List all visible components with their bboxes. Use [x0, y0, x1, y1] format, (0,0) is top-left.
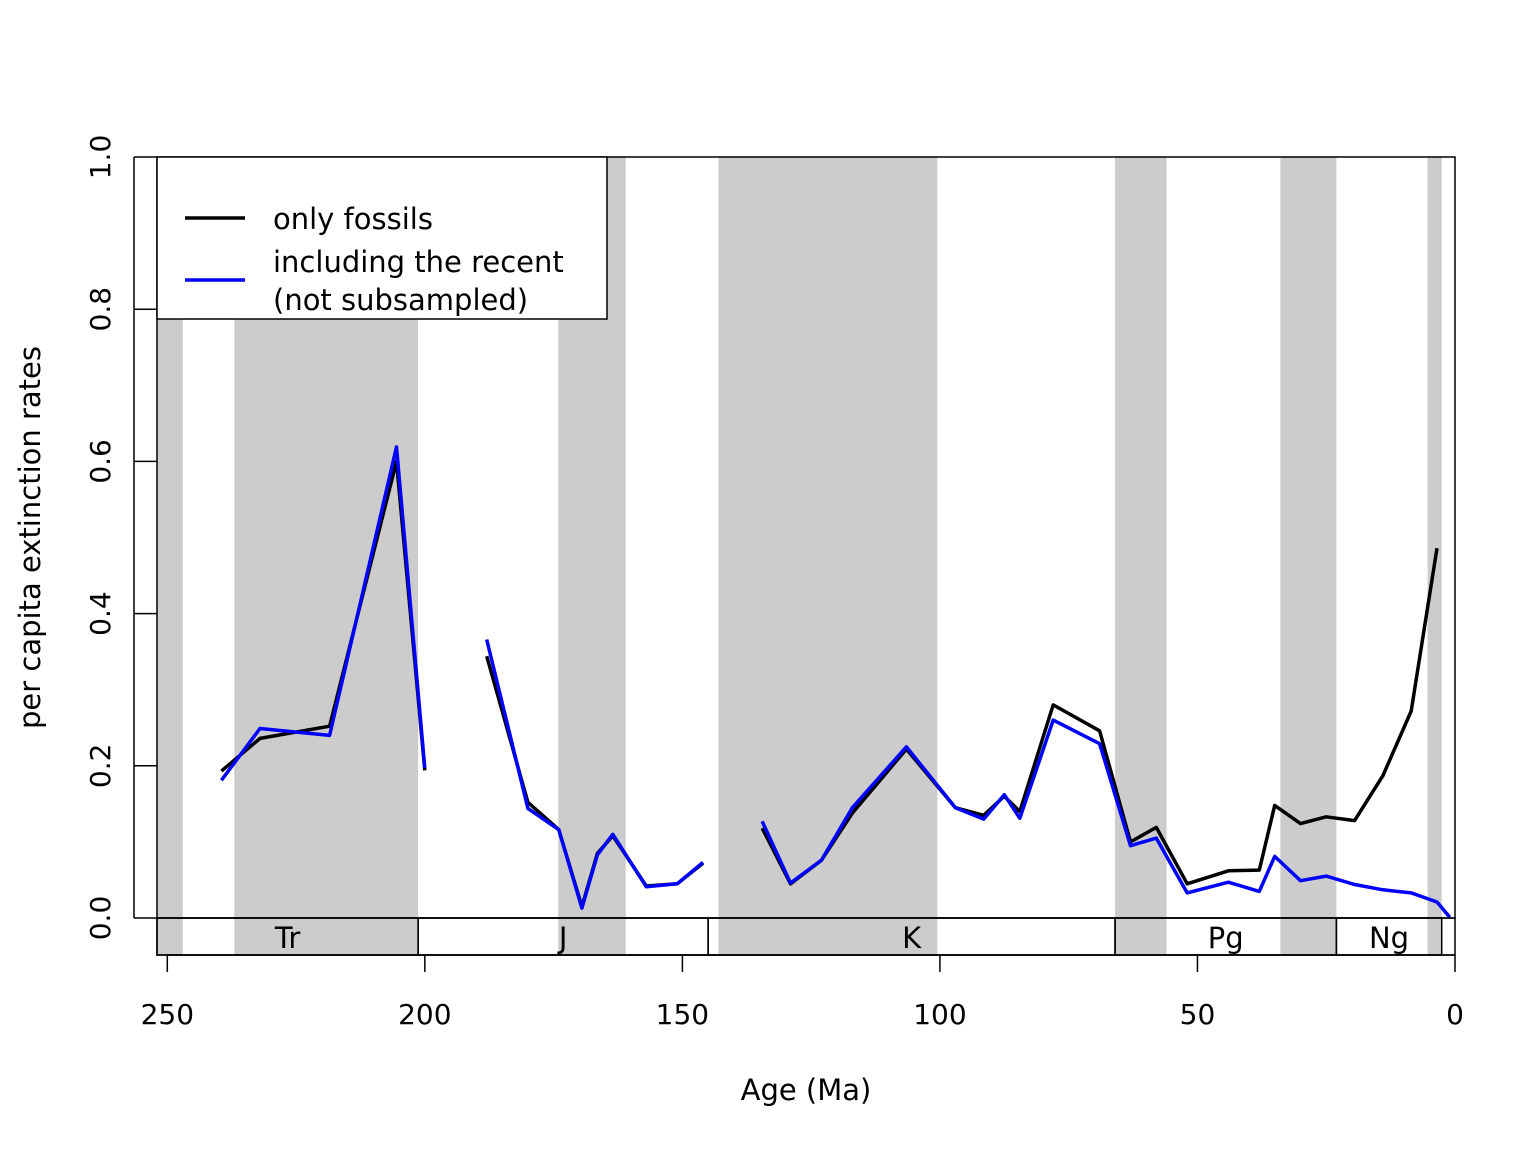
shaded-band-3: [718, 157, 938, 955]
period-label-ng: Ng: [1369, 921, 1409, 955]
series-lines: [219, 445, 1452, 919]
y-tick-label-5: 1.0: [84, 135, 117, 180]
period-label-pg: Pg: [1208, 921, 1244, 955]
series-1-segment-0: [219, 445, 427, 782]
shaded-band-5: [1280, 157, 1337, 955]
x-tick-label-0: 250: [141, 998, 194, 1031]
plot-frame: [156, 156, 1456, 919]
legend-label-including-recent-line2: (not subsampled): [273, 283, 528, 317]
x-tick-label-3: 100: [913, 998, 966, 1031]
series-1-segment-1: [484, 639, 705, 910]
x-tick-label-5: 0: [1446, 998, 1464, 1031]
legend-label-including-recent: including the recent: [273, 245, 564, 279]
legend-box: [156, 156, 608, 320]
period-label-j: J: [557, 921, 568, 955]
y-tick-label-0: 0.0: [84, 896, 117, 941]
series-1-segment-2: [760, 718, 1452, 919]
x-axis-title: Age (Ma): [741, 1073, 872, 1107]
y-axis-title: per capita extinction rates: [13, 346, 47, 729]
x-axis: 250 200 150 100 50 0: [141, 954, 1464, 1031]
x-tick-label-2: 150: [656, 998, 709, 1031]
y-tick-label-4: 0.8: [84, 287, 117, 332]
y-tick-label-1: 0.2: [84, 744, 117, 789]
legend-label-only-fossils: only fossils: [273, 202, 433, 236]
x-tick-label-4: 50: [1180, 998, 1216, 1031]
y-tick-label-2: 0.4: [84, 591, 117, 636]
period-label-k: K: [902, 921, 922, 955]
y-axis: 0.0 0.2 0.4 0.6 0.8 1.0: [84, 135, 157, 941]
period-label-tr: Tr: [274, 921, 300, 955]
legend: only fossils including the recent (not s…: [156, 156, 608, 320]
y-tick-label-3: 0.6: [84, 439, 117, 484]
x-tick-label-1: 200: [398, 998, 451, 1031]
